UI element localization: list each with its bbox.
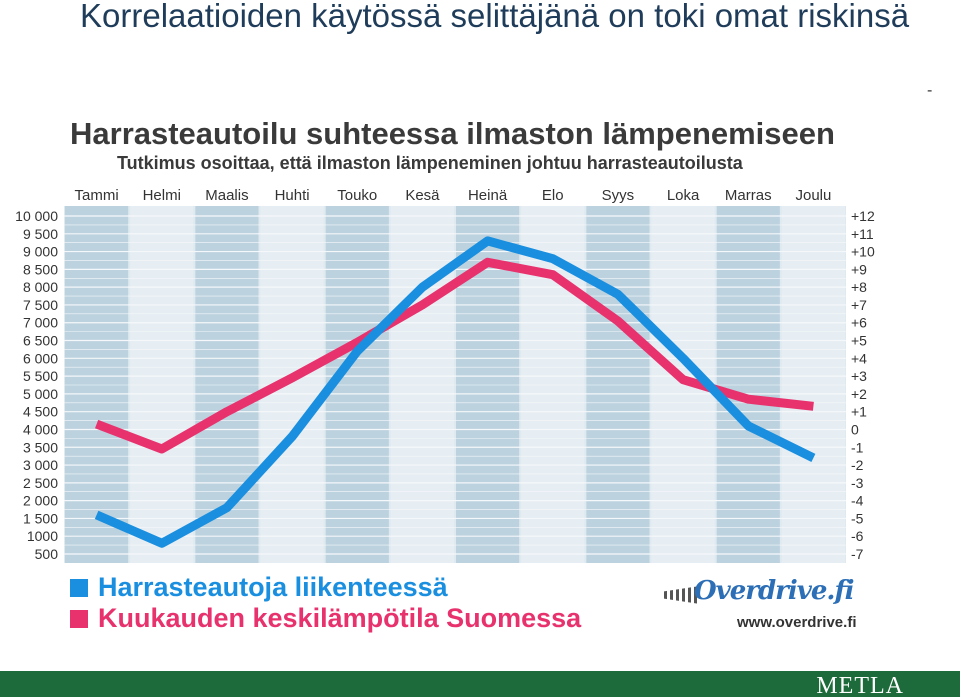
left-y-tick-label: 8 000 (23, 279, 58, 295)
logo-swoosh-icon (664, 586, 700, 604)
x-tick-label: Tammi (74, 187, 118, 204)
footer-brand: METLA (816, 673, 904, 699)
overdrive-logo: Overdrive.fi (664, 572, 855, 618)
right-y-tick-label: +2 (851, 386, 867, 402)
left-y-tick-label: 1 500 (23, 510, 58, 526)
left-y-tick-label: 2 500 (23, 475, 58, 491)
left-y-tick-label: 4 500 (23, 404, 58, 420)
right-y-tick-label: +1 (851, 404, 867, 420)
right-y-tick-label: -7 (851, 546, 864, 562)
left-y-tick-label: 2 000 (23, 493, 58, 509)
month-column (716, 206, 780, 563)
x-tick-label: Huhti (275, 187, 310, 204)
legend-swatch-temperature (70, 609, 88, 628)
right-y-tick-label: -1 (851, 439, 864, 455)
right-y-tick-label: +6 (851, 315, 867, 331)
month-column (130, 206, 194, 563)
right-y-tick-label: +12 (851, 208, 875, 224)
left-y-tick-label: 8 500 (23, 261, 58, 277)
left-y-tick-label: 1000 (27, 528, 58, 544)
month-column (586, 206, 650, 563)
series-line-cars (94, 236, 816, 548)
month-column (781, 206, 845, 563)
left-y-tick-label: 9 500 (23, 226, 58, 242)
left-y-tick-label: 5 000 (23, 386, 58, 402)
left-y-tick-label: 10 000 (15, 208, 58, 224)
legend-item-cars: Harrasteautoja liikenteessä (70, 572, 448, 603)
x-tick-label: Marras (725, 187, 772, 204)
x-tick-label: Touko (337, 187, 377, 204)
legend-label-temperature: Kuukauden keskilämpötila Suomessa (98, 603, 582, 633)
left-y-tick-label: 7 500 (23, 297, 58, 313)
series-line-temperature (94, 257, 814, 454)
right-y-tick-label: +8 (851, 279, 867, 295)
chart-title: Harrasteautoilu suhteessa ilmaston lämpe… (70, 116, 835, 151)
dash-mark: - (927, 82, 933, 99)
right-y-tick-label: +11 (851, 226, 874, 242)
right-y-tick-label: -4 (851, 493, 864, 509)
slide-title: Korrelaatioiden käytössä selittäjänä on … (80, 0, 910, 34)
x-tick-label: Maalis (205, 187, 248, 204)
month-column (65, 206, 129, 563)
right-y-tick-label: +9 (851, 261, 867, 277)
right-y-tick-label: +4 (851, 350, 867, 366)
x-tick-label: Heinä (468, 187, 508, 204)
right-y-tick-label: +7 (851, 297, 867, 313)
x-tick-label: Kesä (405, 187, 440, 204)
right-y-tick-label: +5 (851, 333, 867, 349)
x-tick-label: Elo (542, 187, 564, 204)
month-column (390, 206, 454, 563)
right-y-tick-label: -3 (851, 475, 864, 491)
footer-bar: METLA (0, 671, 960, 699)
right-y-tick-label: -2 (851, 457, 864, 473)
right-y-tick-label: 0 (851, 421, 859, 437)
legend-item-temperature: Kuukauden keskilämpötila Suomessa (70, 603, 581, 634)
left-y-tick-label: 500 (35, 546, 59, 562)
x-tick-label: Loka (667, 187, 700, 204)
source-url: www.overdrive.fi (737, 614, 857, 631)
left-y-tick-label: 5 500 (23, 368, 58, 384)
right-y-tick-label: -6 (851, 528, 864, 544)
left-y-tick-label: 3 000 (23, 457, 58, 473)
left-y-tick-label: 3 500 (23, 439, 58, 455)
legend-label-cars: Harrasteautoja liikenteessä (98, 572, 448, 602)
right-y-tick-label: +10 (851, 244, 875, 260)
x-tick-label: Syys (602, 187, 635, 204)
x-tick-label: Helmi (143, 187, 181, 204)
chart-subtitle: Tutkimus osoittaa, että ilmaston lämpene… (117, 153, 743, 173)
left-y-tick-label: 6 000 (23, 350, 58, 366)
x-tick-label: Joulu (795, 187, 831, 204)
left-y-tick-label: 7 000 (23, 315, 58, 331)
logo-text: Overdrive.fi (694, 576, 855, 606)
left-y-tick-label: 9 000 (23, 244, 58, 260)
legend-swatch-cars (70, 578, 88, 597)
left-y-tick-label: 6 500 (23, 333, 58, 349)
right-y-tick-label: +3 (851, 368, 867, 384)
left-y-tick-label: 4 000 (23, 421, 58, 437)
right-y-tick-label: -5 (851, 510, 864, 526)
